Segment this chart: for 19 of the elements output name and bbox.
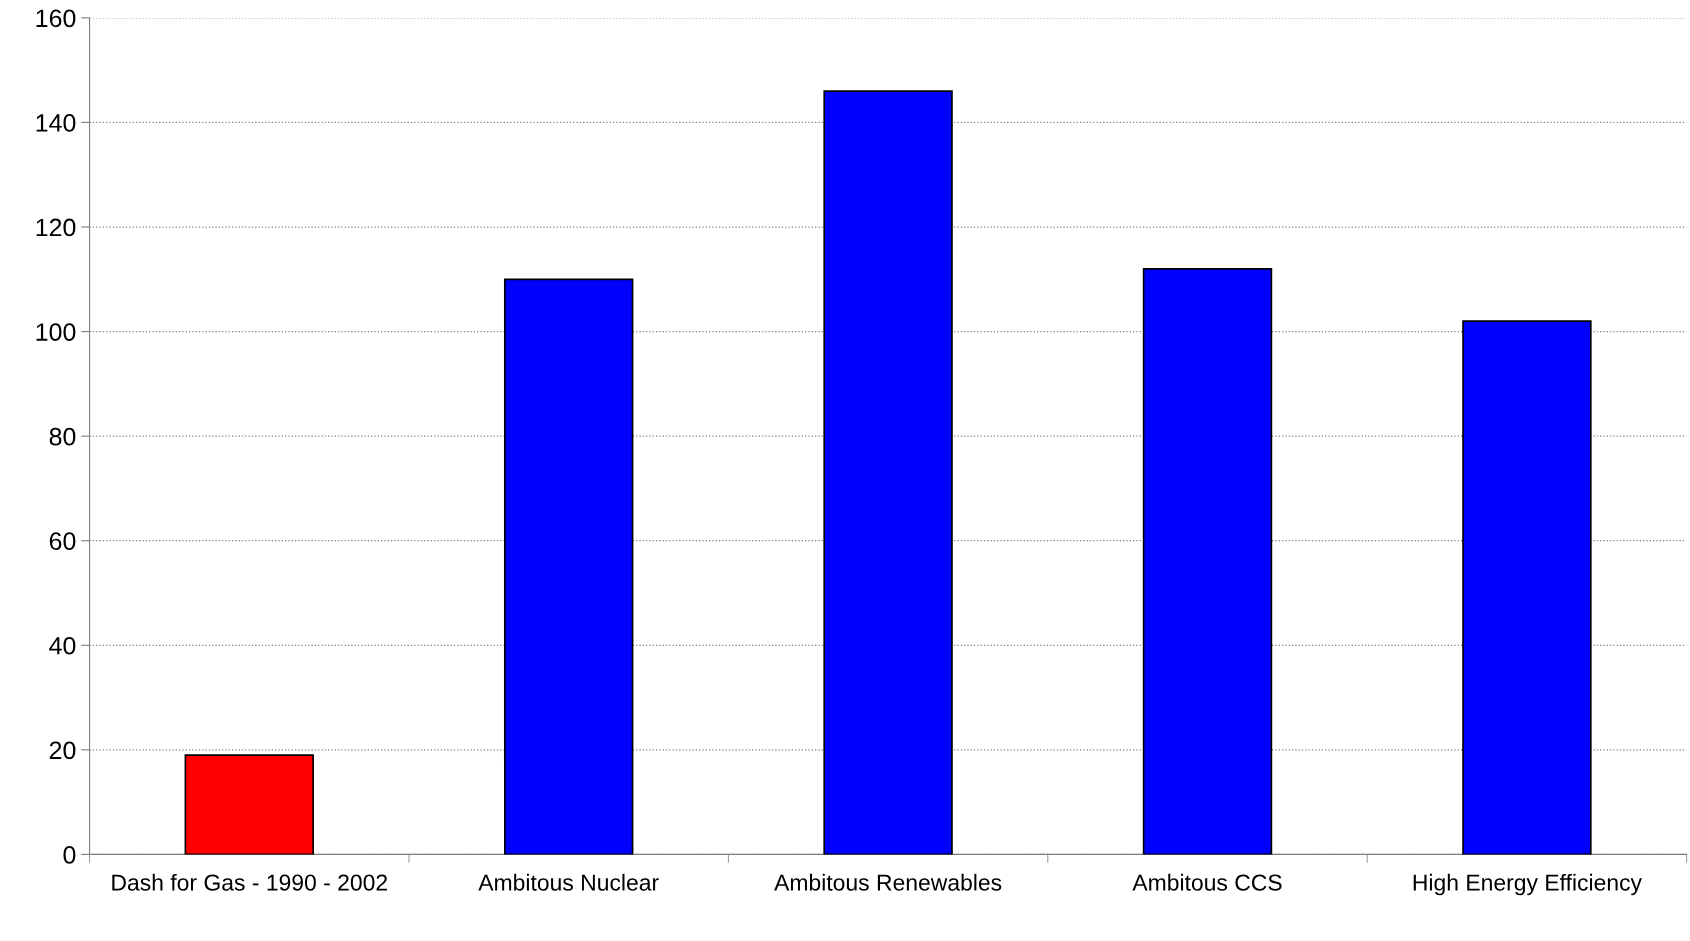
bar	[503, 278, 634, 855]
y-tick-label: 140	[36, 114, 76, 132]
y-tick-label: 100	[36, 323, 76, 341]
bar	[1462, 320, 1592, 855]
bar	[823, 90, 953, 855]
bar	[1142, 268, 1273, 855]
y-tick-label: 40	[49, 636, 76, 655]
x-tick-label: Dash for Gas - 1990 - 2002	[112, 873, 387, 891]
y-tick-label: 120	[36, 218, 76, 237]
y-tick-label: 60	[49, 532, 76, 551]
y-tick-label: 160	[36, 9, 76, 28]
x-tick-label: Ambitous Renewables	[774, 873, 1002, 891]
bar	[184, 754, 314, 855]
x-tick-label: Ambitous Nuclear	[478, 873, 659, 891]
y-tick-label: 0	[63, 846, 76, 864]
x-tick-label: Ambitous CCS	[1132, 873, 1282, 891]
x-tick-label: High Energy Efficiency	[1413, 873, 1642, 896]
y-tick-label: 20	[49, 741, 76, 760]
y-tick-label: 80	[49, 427, 76, 446]
